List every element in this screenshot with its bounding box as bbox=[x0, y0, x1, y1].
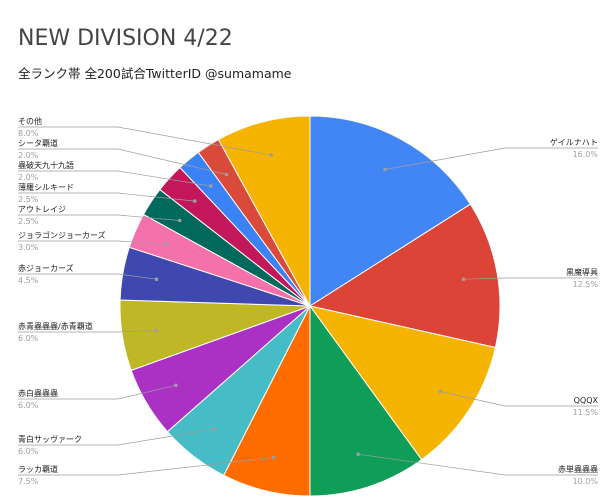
slice-label: ゲイルナハト bbox=[550, 137, 598, 147]
leader-line bbox=[18, 330, 157, 333]
slice-label: ジョラゴンジョーカーズ bbox=[18, 230, 106, 240]
slice-label: 薄羅シルキード bbox=[18, 182, 74, 192]
slice-label: QQQX bbox=[574, 396, 599, 405]
slice-label: その他 bbox=[18, 116, 42, 126]
pie-slices bbox=[119, 115, 501, 497]
pie-slice[interactable] bbox=[309, 115, 472, 307]
slice-percent: 8.0% bbox=[18, 129, 39, 138]
slice-label: シータ覇道 bbox=[18, 138, 58, 148]
slice-percent: 2.5% bbox=[18, 217, 39, 226]
slice-percent: 2.0% bbox=[18, 173, 39, 182]
slice-label: 赤青蟲蟲蟲/赤青覇道 bbox=[18, 321, 93, 331]
slice-label: 赤ジョーカーズ bbox=[18, 263, 74, 273]
leader-line bbox=[18, 214, 180, 221]
slice-label: 赤単蟲蟲蟲 bbox=[558, 464, 598, 474]
leader-line bbox=[18, 126, 272, 156]
slice-percent: 4.5% bbox=[18, 276, 39, 285]
leader-line bbox=[18, 192, 195, 202]
slice-label: 青白サッヴァーク bbox=[18, 434, 82, 444]
leader-line bbox=[18, 457, 274, 476]
leader-lines bbox=[18, 126, 598, 476]
slice-percent: 2.5% bbox=[18, 195, 39, 204]
slice-percent: 2.0% bbox=[18, 151, 39, 160]
leader-line bbox=[440, 391, 598, 407]
chart-subtitle: 全ランク帯 全200試合TwitterID @sumamame bbox=[18, 66, 292, 81]
slice-percent: 3.0% bbox=[18, 243, 39, 252]
slice-labels: ゲイルナハト 16.0% 黒魔導具 12.5% QQQX 11.5% 赤単蟲蟲蟲 10.0% ラ… bbox=[18, 116, 599, 486]
slice-percent: 11.5% bbox=[573, 408, 599, 417]
slice-percent: 6.0% bbox=[18, 401, 39, 410]
leader-dot bbox=[271, 455, 276, 460]
slice-percent: 16.0% bbox=[573, 150, 599, 159]
slice-label: 赤白蟲蟲蟲 bbox=[18, 388, 58, 398]
slice-label: 黒魔導具 bbox=[566, 267, 598, 277]
leader-line bbox=[18, 384, 176, 400]
leader-line bbox=[18, 273, 157, 280]
slice-percent: 10.0% bbox=[573, 477, 599, 486]
leader-line bbox=[18, 148, 227, 175]
slice-percent: 6.0% bbox=[18, 334, 39, 343]
pie-slice[interactable] bbox=[308, 305, 497, 461]
slice-percent: 12.5% bbox=[573, 280, 599, 289]
chart-title: NEW DIVISION 4/22 bbox=[18, 26, 233, 51]
slice-percent: 6.0% bbox=[18, 447, 39, 456]
leader-line bbox=[18, 170, 211, 187]
leader-line bbox=[385, 147, 598, 170]
pie-slice[interactable] bbox=[217, 115, 311, 307]
slice-percent: 7.5% bbox=[18, 477, 39, 486]
pie-slice[interactable] bbox=[308, 203, 501, 349]
leader-line bbox=[463, 277, 598, 280]
slice-label: 蟲破天九十九語 bbox=[18, 160, 74, 170]
leader-line bbox=[18, 240, 168, 245]
leader-line bbox=[18, 428, 215, 446]
leader-line bbox=[358, 453, 598, 476]
slice-label: ラッカ覇道 bbox=[18, 464, 58, 474]
slice-label: アウトレイジ bbox=[18, 205, 66, 214]
